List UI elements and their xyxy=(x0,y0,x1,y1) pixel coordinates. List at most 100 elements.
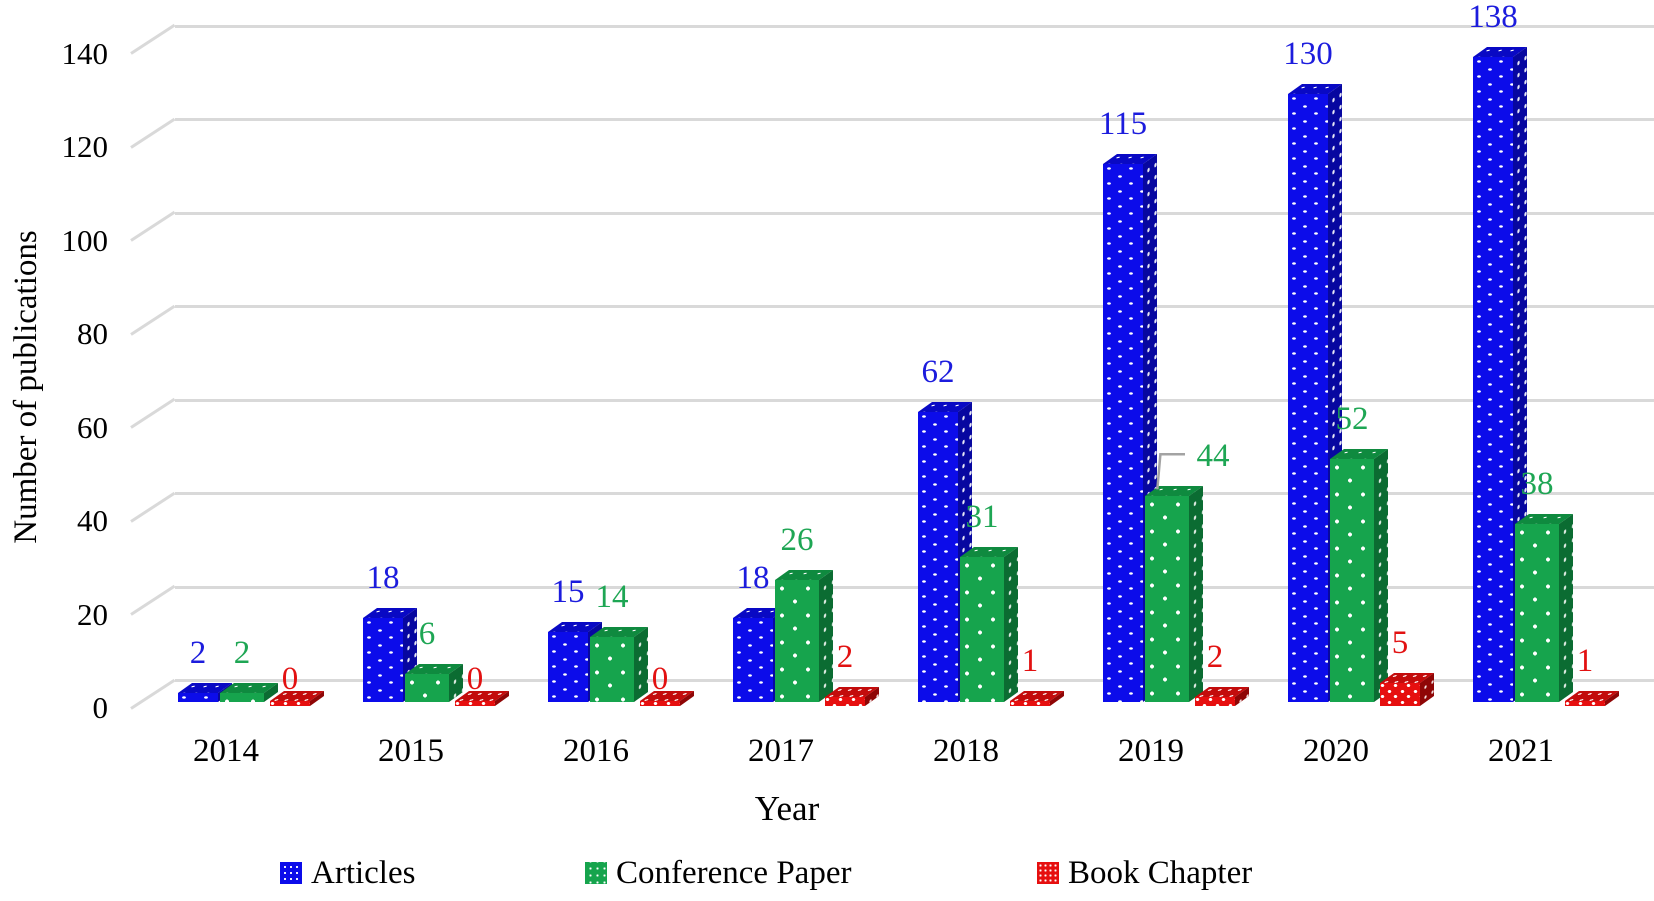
bar-front-face xyxy=(220,692,264,702)
category-label-2021: 2021 xyxy=(1488,733,1554,769)
gridline-diagonal-100 xyxy=(130,210,176,242)
bar-conference-paper-2016 xyxy=(590,626,648,702)
bar-front-face xyxy=(405,673,449,702)
bar-articles-2016 xyxy=(548,621,602,702)
bar-front-face xyxy=(1565,701,1605,706)
bar-front-face xyxy=(178,692,218,702)
bar-front-face xyxy=(1380,682,1420,706)
bar-side-face xyxy=(1374,448,1388,702)
gridline-120 xyxy=(175,118,1654,121)
category-label-2018: 2018 xyxy=(933,733,999,769)
bar-book-chapter-2021 xyxy=(1565,690,1619,706)
value-label-book-chapter-2021: 1 xyxy=(1576,643,1594,679)
bar-conference-paper-2021 xyxy=(1515,514,1573,702)
y-tick-40: 40 xyxy=(77,503,108,538)
value-label-conference-paper-2018: 31 xyxy=(965,499,999,536)
bar-articles-2018 xyxy=(918,402,972,702)
bar-conference-paper-2020 xyxy=(1330,448,1388,702)
bar-front-face xyxy=(733,617,773,702)
legend-label-book-chapter: Book Chapter xyxy=(1068,854,1253,891)
bar-front-face xyxy=(363,617,403,702)
value-label-articles-2019: 115 xyxy=(1098,106,1148,143)
bar-front-face xyxy=(825,696,865,706)
bar-front-face xyxy=(455,701,495,706)
value-label-articles-2017: 18 xyxy=(736,559,770,596)
category-label-2016: 2016 xyxy=(563,733,629,769)
y-tick-0: 0 xyxy=(92,690,109,725)
bar-front-face xyxy=(640,701,680,706)
value-label-articles-2021: 138 xyxy=(1468,0,1518,35)
value-label-book-chapter-2017: 2 xyxy=(836,638,854,675)
value-label-conference-paper-2020: 52 xyxy=(1335,400,1369,437)
value-label-book-chapter-2014: 0 xyxy=(281,661,299,697)
gridline-diagonal-20 xyxy=(130,584,176,616)
value-label-conference-paper-2015: 6 xyxy=(418,615,436,652)
y-tick-120: 120 xyxy=(61,129,109,164)
value-label-conference-paper-2019: 44 xyxy=(1196,438,1230,475)
bar-articles-2017 xyxy=(733,607,787,702)
gridline-diagonal-0 xyxy=(130,678,176,710)
category-label-2019: 2019 xyxy=(1118,733,1184,769)
value-label-book-chapter-2019: 2 xyxy=(1206,638,1224,675)
bar-book-chapter-2019 xyxy=(1195,686,1249,706)
gridline-diagonal-40 xyxy=(130,491,176,523)
gridline-80 xyxy=(175,305,1654,308)
value-label-articles-2018: 62 xyxy=(921,354,955,391)
category-label-2014: 2014 xyxy=(193,733,259,769)
value-label-conference-paper-2014: 2 xyxy=(233,634,251,671)
bar-book-chapter-2014 xyxy=(270,690,324,706)
bar-front-face xyxy=(775,580,819,702)
bar-front-face xyxy=(548,631,588,702)
y-tick-140: 140 xyxy=(61,35,109,71)
bar-front-face xyxy=(1288,94,1328,702)
bar-conference-paper-2017 xyxy=(775,570,833,702)
bar-front-face xyxy=(1010,701,1050,706)
bar-front-face xyxy=(1103,164,1143,702)
value-label-book-chapter-2015: 0 xyxy=(466,661,484,697)
legend-swatch-book-chapter-icon xyxy=(1037,862,1059,884)
gridline-140 xyxy=(175,24,1654,28)
y-tick-80: 80 xyxy=(77,316,108,351)
bar-front-face xyxy=(270,701,310,706)
gridline-60 xyxy=(175,398,1654,402)
value-label-articles-2016: 15 xyxy=(551,573,585,610)
bar-book-chapter-2018 xyxy=(1010,690,1064,706)
bar-conference-paper-2014 xyxy=(220,682,278,702)
bar-conference-paper-2018 xyxy=(960,547,1018,702)
bar-articles-2019 xyxy=(1103,154,1157,702)
value-label-articles-2020: 130 xyxy=(1283,36,1333,73)
bar-front-face xyxy=(1330,458,1374,702)
gridline-20 xyxy=(175,585,1654,589)
legend-swatch-articles-icon xyxy=(280,862,302,884)
legend-swatch-conference-paper-icon xyxy=(585,862,607,884)
value-label-conference-paper-2017: 26 xyxy=(780,522,814,559)
gridline-diagonal-120 xyxy=(130,117,176,149)
bar-front-face xyxy=(960,557,1004,702)
bar-front-face xyxy=(918,412,958,702)
legend-label-conference-paper: Conference Paper xyxy=(616,854,852,891)
value-label-articles-2015: 18 xyxy=(366,559,400,596)
bar-book-chapter-2015 xyxy=(455,690,509,706)
bar-book-chapter-2016 xyxy=(640,690,694,706)
bar-front-face xyxy=(1195,696,1235,706)
gridline-40 xyxy=(175,492,1654,495)
bar-articles-2020 xyxy=(1288,84,1342,702)
bar-articles-2021 xyxy=(1473,46,1527,702)
y-tick-60: 60 xyxy=(77,409,108,445)
category-label-2017: 2017 xyxy=(748,733,814,769)
legend-item-articles: Articles xyxy=(280,855,415,891)
legend-label-articles: Articles xyxy=(311,854,416,891)
category-label-2020: 2020 xyxy=(1303,733,1369,769)
category-label-2015: 2015 xyxy=(378,733,444,769)
bar-front-face xyxy=(590,636,634,702)
bar-conference-paper-2019 xyxy=(1145,486,1203,702)
bar-side-face xyxy=(819,570,833,702)
gridline-diagonal-140 xyxy=(130,23,176,55)
y-tick-20: 20 xyxy=(77,596,108,632)
value-label-conference-paper-2021: 38 xyxy=(1520,466,1554,503)
value-label-book-chapter-2020: 5 xyxy=(1391,624,1409,661)
y-axis-title: Number of publications xyxy=(8,230,44,544)
gridline-diagonal-80 xyxy=(130,304,176,336)
bar-front-face xyxy=(1515,524,1559,702)
